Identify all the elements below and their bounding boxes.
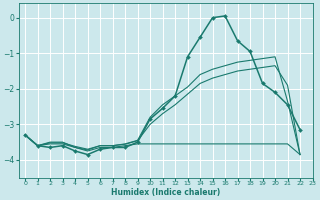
X-axis label: Humidex (Indice chaleur): Humidex (Indice chaleur) (111, 188, 220, 197)
